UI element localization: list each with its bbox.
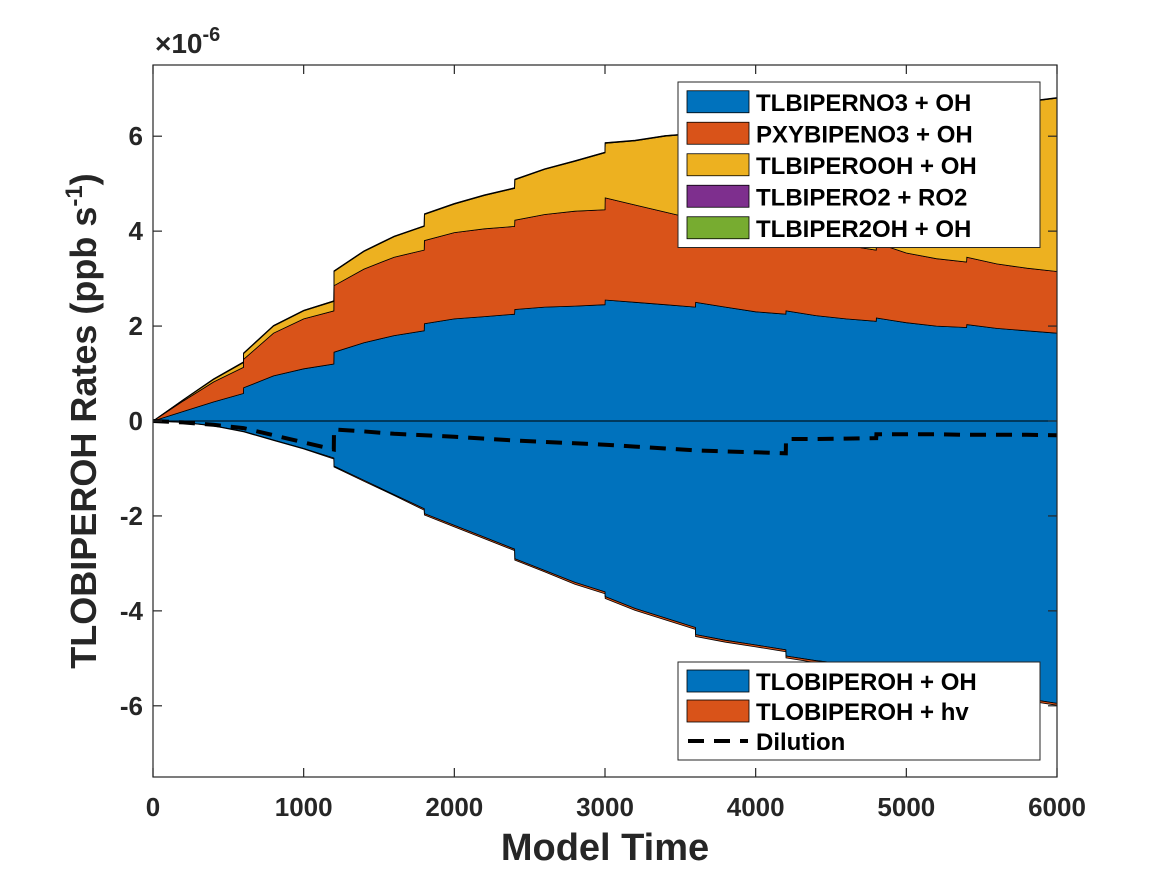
y-exponent: ×10-6 [155,24,220,59]
legend-entry-tlbiper2oh-oh: TLBIPER2OH + OH [686,216,971,243]
legend-swatch [686,184,750,208]
legend-entry-dilution: Dilution [688,729,845,756]
legend-label: PXYBIPENO3 + OH [756,121,973,148]
legend-label: TLOBIPEROH + OH [756,669,977,696]
dilution-line-group [153,419,1057,456]
y-tick-label: -4 [120,596,144,626]
legend-label: TLOBIPEROH + hv [756,699,969,726]
y-tick-label: 2 [129,311,143,341]
legend-entry-tlbiperooh-oh: TLBIPEROOH + OH [686,153,977,180]
legend-swatch [686,153,750,177]
x-tick-label: 1000 [275,792,333,822]
legend-label: TLBIPEROOH + OH [756,153,977,180]
legend-swatch [686,699,750,723]
x-tick-label: 6000 [1028,792,1086,822]
x-axis-label: Model Time [501,827,709,869]
y-tick-label: 6 [129,121,143,151]
legend-swatch [686,216,750,240]
x-tick-label: 2000 [425,792,483,822]
y-axis-label-main: TLOBIPEROH Rates (ppb s [63,207,104,669]
x-tick-label: 4000 [727,792,785,822]
legend-label: Dilution [756,729,845,756]
legend-swatch [686,669,750,693]
dilution-line [153,419,1057,456]
y-tick-label: 4 [129,216,144,246]
legend-entry-tlobiperoh-hv: TLOBIPEROH + hv [686,699,969,726]
legend-loss: TLOBIPEROH + OH TLOBIPEROH + hv Dilution [677,661,1041,761]
area-tlbiper2oh-oh [153,97,1057,422]
legend-entry-tlbiperno3-oh: TLBIPERNO3 + OH [686,90,971,117]
x-axis-ticks: 0 1000 2000 3000 4000 5000 6000 [146,65,1086,822]
x-tick-label: 0 [146,792,160,822]
legend-label: TLBIPERNO3 + OH [756,90,971,117]
x-tick-label: 5000 [877,792,935,822]
y-tick-label: 0 [129,406,143,436]
x-tick-label: 3000 [576,792,634,822]
y-axis-label: TLOBIPEROH Rates (ppb s-1) [61,173,104,668]
legend-label: TLBIPER2OH + OH [756,216,971,243]
y-axis-label-close: ) [63,173,104,185]
area-tlobiperoh-hv [153,420,1057,706]
legend-production: TLBIPERNO3 + OH PXYBIPENO3 + OH TLBIPEROOH… [677,81,1041,248]
y-axis-label-superscript: -1 [61,185,88,206]
y-tick-label: -6 [120,691,143,721]
legend-entry-pxybipeno3-oh: PXYBIPENO3 + OH [686,121,973,148]
legend-swatch [686,121,750,145]
legend-swatch [686,90,750,114]
y-exponent-power: -6 [203,24,221,46]
y-tick-label: -2 [120,501,143,531]
legend-entry-tlobiperoh-oh: TLOBIPEROH + OH [686,669,977,696]
y-axis-ticks: -6 -4 -2 0 2 4 6 [120,121,1057,721]
legend-label: TLBIPERO2 + RO2 [756,184,967,211]
legend-entry-tlbipero2-ro2: TLBIPERO2 + RO2 [686,184,967,211]
y-exponent-prefix: ×10 [155,28,203,59]
